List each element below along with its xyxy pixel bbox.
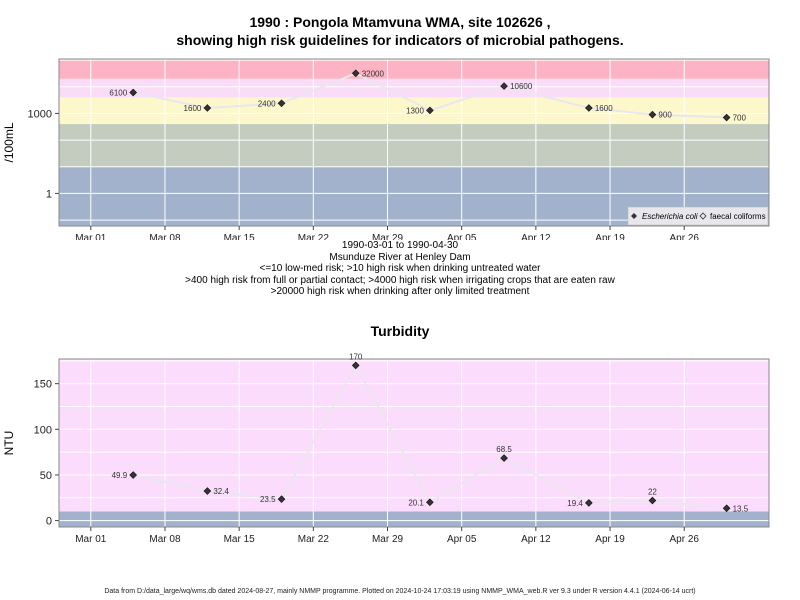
data-label: 49.9: [112, 471, 128, 480]
data-point: [277, 99, 286, 108]
x-tick-label: Apr 05: [447, 534, 477, 545]
plot-frame: [58, 58, 770, 227]
data-label: 10600: [510, 82, 533, 91]
turbidity-title: Turbidity: [370, 323, 430, 339]
data-point: [722, 113, 731, 122]
data-point: [722, 504, 731, 513]
risk-band-4: [59, 59, 769, 79]
chart-title-line1: 1990 : Pongola Mtamvuna WMA, site 102626…: [249, 14, 551, 30]
data-point: [585, 104, 593, 112]
footer-note: Data from D:/data_large/wq/wms.db dated …: [104, 588, 696, 595]
y-tick-label: 100: [34, 424, 52, 436]
data-point: [648, 496, 657, 505]
x-tick-label: Apr 19: [595, 233, 625, 240]
x-tick-label: Apr 12: [521, 233, 551, 240]
data-point: [500, 454, 508, 462]
data-label: 32000: [362, 69, 385, 78]
data-point: [129, 88, 138, 97]
data-label: 900: [658, 111, 672, 120]
data-label: 22: [648, 488, 657, 497]
turbidity-chart: Mar 01 Mar 08 Mar 15 Mar 22 Mar 29 Apr 05 Apr …: [2, 352, 770, 545]
y-tick-label: 50: [40, 470, 52, 482]
data-point: [648, 110, 657, 119]
data-point: [277, 495, 286, 503]
data-label: 32.4: [213, 487, 229, 496]
risk-band-3: [59, 78, 769, 98]
risk-band-0: [59, 511, 769, 527]
x-tick-label: Mar 29: [372, 233, 404, 240]
data-point: [203, 487, 212, 495]
microbial-chart: Mar 01 Mar 08 Mar 15 Mar 22 Mar 29 Apr 05 Apr …: [2, 58, 770, 240]
data-label: 19.4: [567, 499, 583, 508]
y-tick-label: 1: [46, 188, 52, 200]
data-point: [426, 106, 434, 115]
x-tick-label: Mar 01: [75, 233, 107, 240]
legend-ecoli-label: Escherichia coli: [642, 212, 698, 221]
x-tick-label: Mar 22: [298, 233, 330, 240]
data-label: 1300: [406, 106, 424, 115]
x-tick-label: Mar 08: [149, 534, 181, 545]
data-label: 1600: [184, 104, 202, 113]
x-tick-label: Apr 05: [447, 233, 477, 240]
data-label: 170: [349, 352, 363, 361]
x-tick-label: Mar 22: [298, 534, 330, 545]
data-point: [129, 471, 138, 479]
legend-faecal-label: faecal coliforms: [710, 212, 766, 221]
date-range-text: 1990-03-01 to 1990-04-30: [341, 240, 459, 251]
chart-title-line2: showing high risk guidelines for indicat…: [176, 32, 624, 48]
x-tick-label: Mar 15: [224, 534, 256, 545]
data-point: [351, 361, 360, 370]
data-point: [585, 499, 593, 507]
data-label: 700: [733, 114, 747, 123]
data-label: 13.5: [733, 504, 749, 513]
legend-ecoli-marker: [631, 213, 637, 219]
data-label: 2400: [258, 99, 276, 108]
guideline-text-2: >400 high risk from full or partial cont…: [185, 274, 615, 286]
station-text: Msunduze River at Henley Dam: [329, 251, 471, 263]
x-tick-label: Mar 01: [75, 534, 107, 545]
data-point: [500, 82, 508, 90]
guideline-text-1: <=10 low-med risk; >10 high risk when dr…: [259, 263, 541, 274]
data-label: 6100: [109, 88, 127, 97]
x-tick-label: Apr 26: [669, 534, 699, 545]
y-axis-label: NTU: [2, 431, 16, 456]
x-tick-label: Apr 19: [595, 534, 625, 545]
data-point: [426, 498, 434, 507]
data-label: 1600: [595, 104, 613, 113]
guideline-text-3: >20000 high risk when drinking after onl…: [270, 286, 530, 297]
data-point: [351, 69, 360, 78]
y-tick-label: 0: [46, 516, 52, 528]
x-tick-label: Apr 26: [669, 233, 699, 240]
data-label: 23.5: [260, 495, 276, 504]
plot-frame: [58, 358, 770, 528]
y-axis-label: /100mL: [2, 122, 16, 162]
risk-band-1: [59, 124, 769, 167]
legend-faecal-marker: [699, 212, 707, 220]
x-tick-label: Mar 08: [149, 233, 181, 240]
legend-box: [627, 206, 769, 226]
data-point: [203, 104, 212, 112]
x-tick-label: Apr 12: [521, 534, 551, 545]
chart-info: 1990-03-01 to 1990-04-30 Msunduze River …: [0, 240, 800, 298]
x-tick-label: Mar 15: [224, 233, 256, 240]
risk-band-1: [59, 359, 769, 512]
y-tick-label: 1000: [28, 108, 52, 120]
data-label: 20.1: [408, 498, 424, 507]
y-tick-label: 150: [34, 379, 52, 391]
x-tick-label: Mar 29: [372, 534, 404, 545]
data-label: 68.5: [496, 445, 512, 454]
